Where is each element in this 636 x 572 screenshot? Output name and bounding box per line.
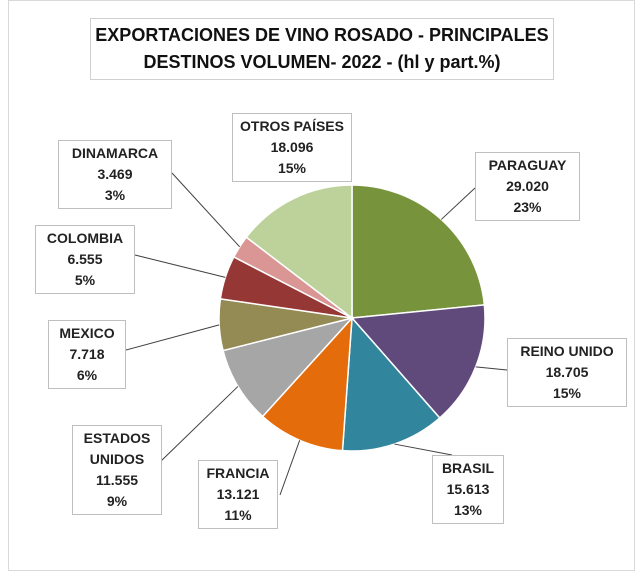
- label-value: 18.705: [545, 364, 589, 380]
- data-label: COLOMBIA 6.555 5%: [35, 225, 135, 294]
- chart-frame: [8, 0, 635, 571]
- label-category: OTROS PAÍSES: [240, 118, 344, 134]
- label-category: BRASIL: [441, 460, 495, 476]
- pie-slice: [245, 184, 353, 320]
- data-label: DINAMARCA 3.469 3%: [58, 140, 172, 209]
- label-percent: 13%: [453, 502, 483, 518]
- data-label: BRASIL 15.613 13%: [432, 455, 504, 524]
- label-percent: 6%: [76, 367, 98, 383]
- data-label: PARAGUAY 29.020 23%: [475, 152, 580, 221]
- label-value: 7.718: [69, 346, 105, 362]
- chart-title: EXPORTACIONES DE VINO ROSADO - PRINCIPAL…: [90, 18, 554, 80]
- label-category: ESTADOS UNIDOS: [83, 430, 151, 467]
- leader-line: [394, 443, 453, 456]
- leader-line: [440, 187, 476, 220]
- label-category: DINAMARCA: [71, 145, 159, 161]
- label-percent: 23%: [513, 199, 542, 215]
- label-percent: 15%: [552, 385, 582, 401]
- pie-slice: [350, 304, 486, 420]
- label-value: 15.613: [446, 481, 490, 497]
- label-category: PARAGUAY: [488, 157, 567, 173]
- label-percent: 5%: [74, 272, 96, 288]
- pie-slice: [341, 316, 441, 452]
- leader-line: [159, 386, 239, 463]
- label-category: FRANCIA: [206, 465, 270, 481]
- leader-line: [279, 440, 301, 496]
- label-value: 18.096: [270, 139, 314, 155]
- leader-line: [125, 324, 220, 351]
- label-value: 29.020: [506, 178, 549, 194]
- label-percent: 15%: [277, 160, 307, 176]
- data-label: FRANCIA 13.121 11%: [198, 460, 278, 529]
- label-value: 6.555: [67, 251, 103, 267]
- data-label: ESTADOS UNIDOS 11.555 9%: [72, 425, 162, 515]
- label-category: COLOMBIA: [46, 230, 124, 246]
- label-value: 3.469: [97, 166, 133, 182]
- label-category: MEXICO: [59, 325, 115, 341]
- label-value: 13.121: [216, 486, 260, 502]
- pie-slice: [351, 184, 486, 319]
- data-label: OTROS PAÍSES 18.096 15%: [232, 113, 352, 182]
- label-percent: 11%: [224, 507, 252, 523]
- label-percent: 9%: [106, 493, 128, 509]
- leader-line: [134, 254, 226, 278]
- data-label: MEXICO 7.718 6%: [48, 320, 126, 389]
- label-value: 11.555: [95, 472, 139, 488]
- leader-line: [171, 172, 241, 248]
- leader-line: [475, 366, 508, 371]
- label-category: REINO UNIDO: [520, 343, 614, 359]
- label-percent: 3%: [104, 187, 126, 203]
- data-label: REINO UNIDO 18.705 15%: [507, 338, 627, 407]
